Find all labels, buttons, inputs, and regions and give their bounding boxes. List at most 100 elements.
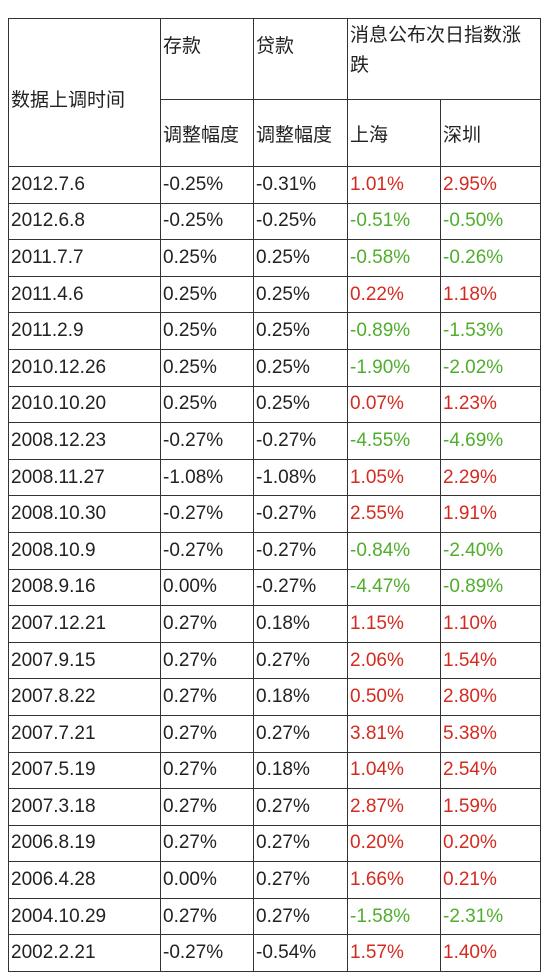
- table-row: 2007.8.22 0.27% 0.18% 0.50% 2.80%: [8, 678, 542, 716]
- table-cell: 0.22%: [347, 275, 441, 314]
- table-cell: -0.58%: [347, 239, 441, 277]
- table-row: 2007.3.18 0.27% 0.27% 2.87% 1.59%: [8, 788, 542, 826]
- table-cell: 0.25%: [253, 385, 348, 424]
- table-cell: 0.27%: [253, 641, 348, 680]
- table-cell: 0.21%: [439, 861, 542, 899]
- table-cell: 2007.9.15: [8, 641, 161, 680]
- header-cell: 存款: [160, 18, 254, 100]
- table-cell: 2.87%: [347, 788, 441, 826]
- table-cell: -0.50%: [439, 202, 542, 241]
- table-row: 2008.9.16 0.00% -0.27% -4.47% -0.89%: [8, 568, 542, 607]
- table-cell: 1.23%: [439, 385, 542, 424]
- table-cell: -2.31%: [439, 897, 542, 936]
- header-cell: 消息公布次日指数涨跌: [346, 18, 542, 100]
- table-cell: 0.25%: [160, 275, 254, 314]
- table-cell: 0.18%: [253, 751, 348, 790]
- table-cell: 2.80%: [439, 678, 542, 716]
- table-cell: -0.54%: [253, 934, 348, 973]
- table-cell: 0.27%: [160, 788, 254, 826]
- table-cell: 0.25%: [253, 312, 348, 350]
- table-cell: -0.27%: [160, 531, 254, 570]
- table-cell: 1.04%: [347, 751, 441, 790]
- table-cell: 0.25%: [160, 385, 254, 424]
- rate-table: 数据上调时间 存款 贷款 消息公布次日指数涨跌 调整幅度 调整幅度 上海 深圳 …: [8, 18, 542, 973]
- table-cell: -0.51%: [347, 202, 441, 241]
- table-row: 2011.2.9 0.25% 0.25% -0.89% -1.53%: [8, 312, 542, 350]
- table-cell: 0.00%: [160, 568, 254, 607]
- table-row: 2008.10.30 -0.27% -0.27% 2.55% 1.91%: [8, 495, 542, 533]
- table-cell: 0.27%: [160, 897, 254, 936]
- table-cell: 0.27%: [253, 714, 348, 753]
- table-cell: 2008.9.16: [8, 568, 161, 607]
- table-cell: 2.95%: [439, 166, 542, 204]
- table-cell: 0.50%: [347, 678, 441, 716]
- table-cell: 2010.12.26: [8, 348, 161, 387]
- table-cell: 2008.11.27: [8, 458, 161, 497]
- table-cell: 0.25%: [253, 239, 348, 277]
- table-cell: -1.53%: [439, 312, 542, 350]
- table-cell: 0.27%: [160, 678, 254, 716]
- table-row: 2007.7.21 0.27% 0.27% 3.81% 5.38%: [8, 714, 542, 753]
- table-cell: 0.27%: [253, 788, 348, 826]
- table-cell: -0.25%: [253, 202, 348, 241]
- table-cell: 1.66%: [347, 861, 441, 899]
- table-row: 2006.4.28 0.00% 0.27% 1.66% 0.21%: [8, 861, 542, 899]
- header-cell: 贷款: [253, 18, 348, 100]
- table-cell: 2011.4.6: [8, 275, 161, 314]
- table-cell: -0.31%: [253, 166, 348, 204]
- table-cell: 0.25%: [253, 348, 348, 387]
- table-cell: 0.20%: [347, 824, 441, 863]
- table-cell: 1.57%: [347, 934, 441, 973]
- table-cell: 0.27%: [253, 897, 348, 936]
- table-cell: 0.27%: [160, 824, 254, 863]
- table-cell: 2.06%: [347, 641, 441, 680]
- table-cell: 2006.4.28: [8, 861, 161, 899]
- table-cell: 1.54%: [439, 641, 542, 680]
- header-cell: 上海: [347, 99, 441, 167]
- table-row: 2010.10.20 0.25% 0.25% 0.07% 1.23%: [8, 385, 542, 424]
- table-cell: 1.15%: [347, 605, 441, 643]
- table-cell: -4.69%: [439, 422, 542, 460]
- table-cell: -4.47%: [347, 568, 441, 607]
- table-cell: 2007.3.18: [8, 788, 161, 826]
- table-cell: 0.27%: [160, 605, 254, 643]
- table-cell: 2008.12.23: [8, 422, 161, 460]
- table-cell: 3.81%: [347, 714, 441, 753]
- table-cell: -0.27%: [253, 495, 348, 533]
- header-cell: 数据上调时间: [8, 18, 161, 167]
- table-cell: 2004.10.29: [8, 897, 161, 936]
- table-row: 2012.6.8 -0.25% -0.25% -0.51% -0.50%: [8, 202, 542, 241]
- table-cell: 0.07%: [347, 385, 441, 424]
- table-row: 2008.10.9 -0.27% -0.27% -0.84% -2.40%: [8, 531, 542, 570]
- table-cell: 2011.2.9: [8, 312, 161, 350]
- table-row: 2011.4.6 0.25% 0.25% 0.22% 1.18%: [8, 275, 542, 314]
- table-cell: -1.90%: [347, 348, 441, 387]
- table-cell: 0.27%: [160, 751, 254, 790]
- table-cell: 0.18%: [253, 678, 348, 716]
- table-cell: -0.27%: [253, 531, 348, 570]
- table-cell: 2006.8.19: [8, 824, 161, 863]
- table-cell: -2.40%: [439, 531, 542, 570]
- table-cell: 2.55%: [347, 495, 441, 533]
- table-cell: 0.25%: [253, 275, 348, 314]
- table-cell: 1.91%: [439, 495, 542, 533]
- header-cell: 调整幅度: [160, 99, 254, 167]
- table-cell: -0.27%: [160, 495, 254, 533]
- table-cell: -0.25%: [160, 202, 254, 241]
- table-cell: 2008.10.30: [8, 495, 161, 533]
- table-row: 2012.7.6 -0.25% -0.31% 1.01% 2.95%: [8, 166, 542, 204]
- table-cell: 2007.12.21: [8, 605, 161, 643]
- table-cell: -0.26%: [439, 239, 542, 277]
- table-body: 2012.7.6 -0.25% -0.31% 1.01% 2.95% 2012.6.8 -0…: [8, 166, 542, 973]
- table-cell: 0.27%: [160, 641, 254, 680]
- table-cell: 0.27%: [253, 861, 348, 899]
- table-row: 2004.10.29 0.27% 0.27% -1.58% -2.31%: [8, 897, 542, 936]
- table-cell: 2012.7.6: [8, 166, 161, 204]
- table-cell: -0.89%: [439, 568, 542, 607]
- table-row: 2010.12.26 0.25% 0.25% -1.90% -2.02%: [8, 348, 542, 387]
- table-cell: -0.27%: [160, 422, 254, 460]
- table-cell: 2002.2.21: [8, 934, 161, 973]
- table-cell: -0.89%: [347, 312, 441, 350]
- table-row: 2002.2.21 -0.27% -0.54% 1.57% 1.40%: [8, 934, 542, 973]
